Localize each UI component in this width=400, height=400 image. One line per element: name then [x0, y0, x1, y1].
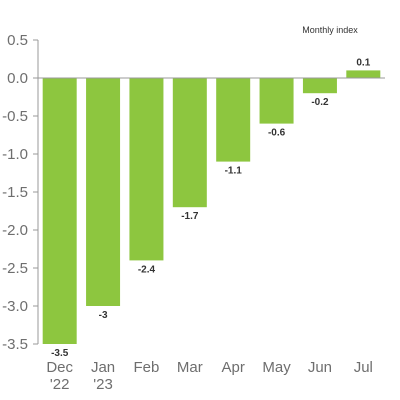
x-category-label: '23	[93, 376, 113, 393]
y-axis: 0.5 0.0 -0.5 -1.0 -1.5 -2.0 -2.5 -3.0 -3.5	[2, 32, 39, 353]
bar	[42, 78, 77, 344]
bar	[129, 78, 164, 261]
bar	[86, 78, 121, 306]
data-label: -1.1	[225, 166, 243, 177]
data-label: -3	[99, 310, 108, 321]
data-label: -1.7	[181, 211, 199, 222]
data-label: -2.4	[138, 264, 156, 275]
x-category-label: Mar	[177, 359, 203, 376]
bar	[346, 70, 381, 78]
bar	[216, 78, 251, 162]
y-tick-label: -3.0	[2, 298, 28, 315]
y-tick-label: 0.5	[7, 32, 28, 49]
bar	[302, 78, 337, 94]
y-tick-label: -0.5	[2, 108, 28, 125]
x-category-label: '22	[50, 376, 70, 393]
x-category-label: Feb	[134, 359, 160, 376]
x-category-label: Jul	[354, 359, 373, 376]
bar	[172, 78, 207, 208]
y-tick-label: -2.5	[2, 260, 28, 277]
y-tick-label: -1.0	[2, 146, 28, 163]
x-category-label: Jun	[308, 359, 332, 376]
data-label: -0.6	[268, 128, 286, 139]
x-category-label: May	[262, 359, 291, 376]
y-tick-label: -1.5	[2, 184, 28, 201]
x-category-label: Apr	[222, 359, 245, 376]
y-tick-label: -2.0	[2, 222, 28, 239]
chart-legend-label: Monthly index	[302, 25, 358, 35]
bars: -3.5 -3 -2.4 -1.7 -1.1 -0.6 -0.2 0.1	[38, 57, 385, 359]
bar	[259, 78, 294, 124]
x-category-label: Dec	[46, 359, 73, 376]
data-label: -0.2	[311, 97, 329, 108]
y-tick-label: 0.0	[7, 70, 28, 87]
y-tick-label: -3.5	[2, 336, 28, 353]
data-label: 0.1	[356, 57, 370, 68]
data-label: -3.5	[51, 348, 69, 359]
x-category-label: Jan	[91, 359, 115, 376]
x-axis: Dec'22 Jan'23 Feb Mar Apr May Jun Jul	[46, 359, 373, 393]
